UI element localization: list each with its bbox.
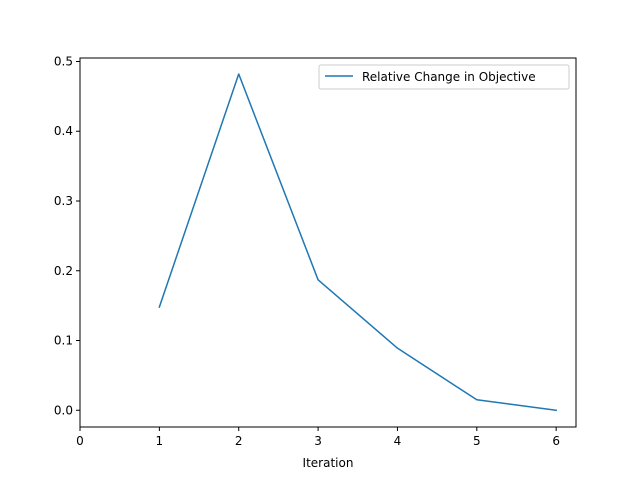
x-axis-label: Iteration [303,456,354,470]
x-tick-label: 2 [235,434,243,448]
x-tick-label: 0 [76,434,84,448]
x-tick-label: 1 [156,434,164,448]
y-tick-label: 0.1 [54,334,73,348]
y-tick-label: 0.0 [54,403,73,417]
legend: Relative Change in Objective [318,64,570,90]
axes-frame [79,57,577,428]
legend-label: Relative Change in Objective [362,70,536,84]
y-axis: 0.0 0.1 0.2 0.3 0.4 0.5 [54,54,80,417]
x-tick-label: 3 [314,434,322,448]
x-tick-label: 6 [552,434,560,448]
y-tick-label: 0.2 [54,264,73,278]
y-tick-label: 0.5 [54,54,73,68]
x-tick-label: 4 [394,434,402,448]
series-line [158,73,558,412]
x-axis: 0 1 2 3 4 5 6 [76,427,560,448]
y-tick-label: 0.3 [54,194,73,208]
x-tick-label: 5 [473,434,481,448]
legend-box [318,64,570,90]
series-layer [158,73,558,412]
y-tick-label: 0.4 [54,124,73,138]
